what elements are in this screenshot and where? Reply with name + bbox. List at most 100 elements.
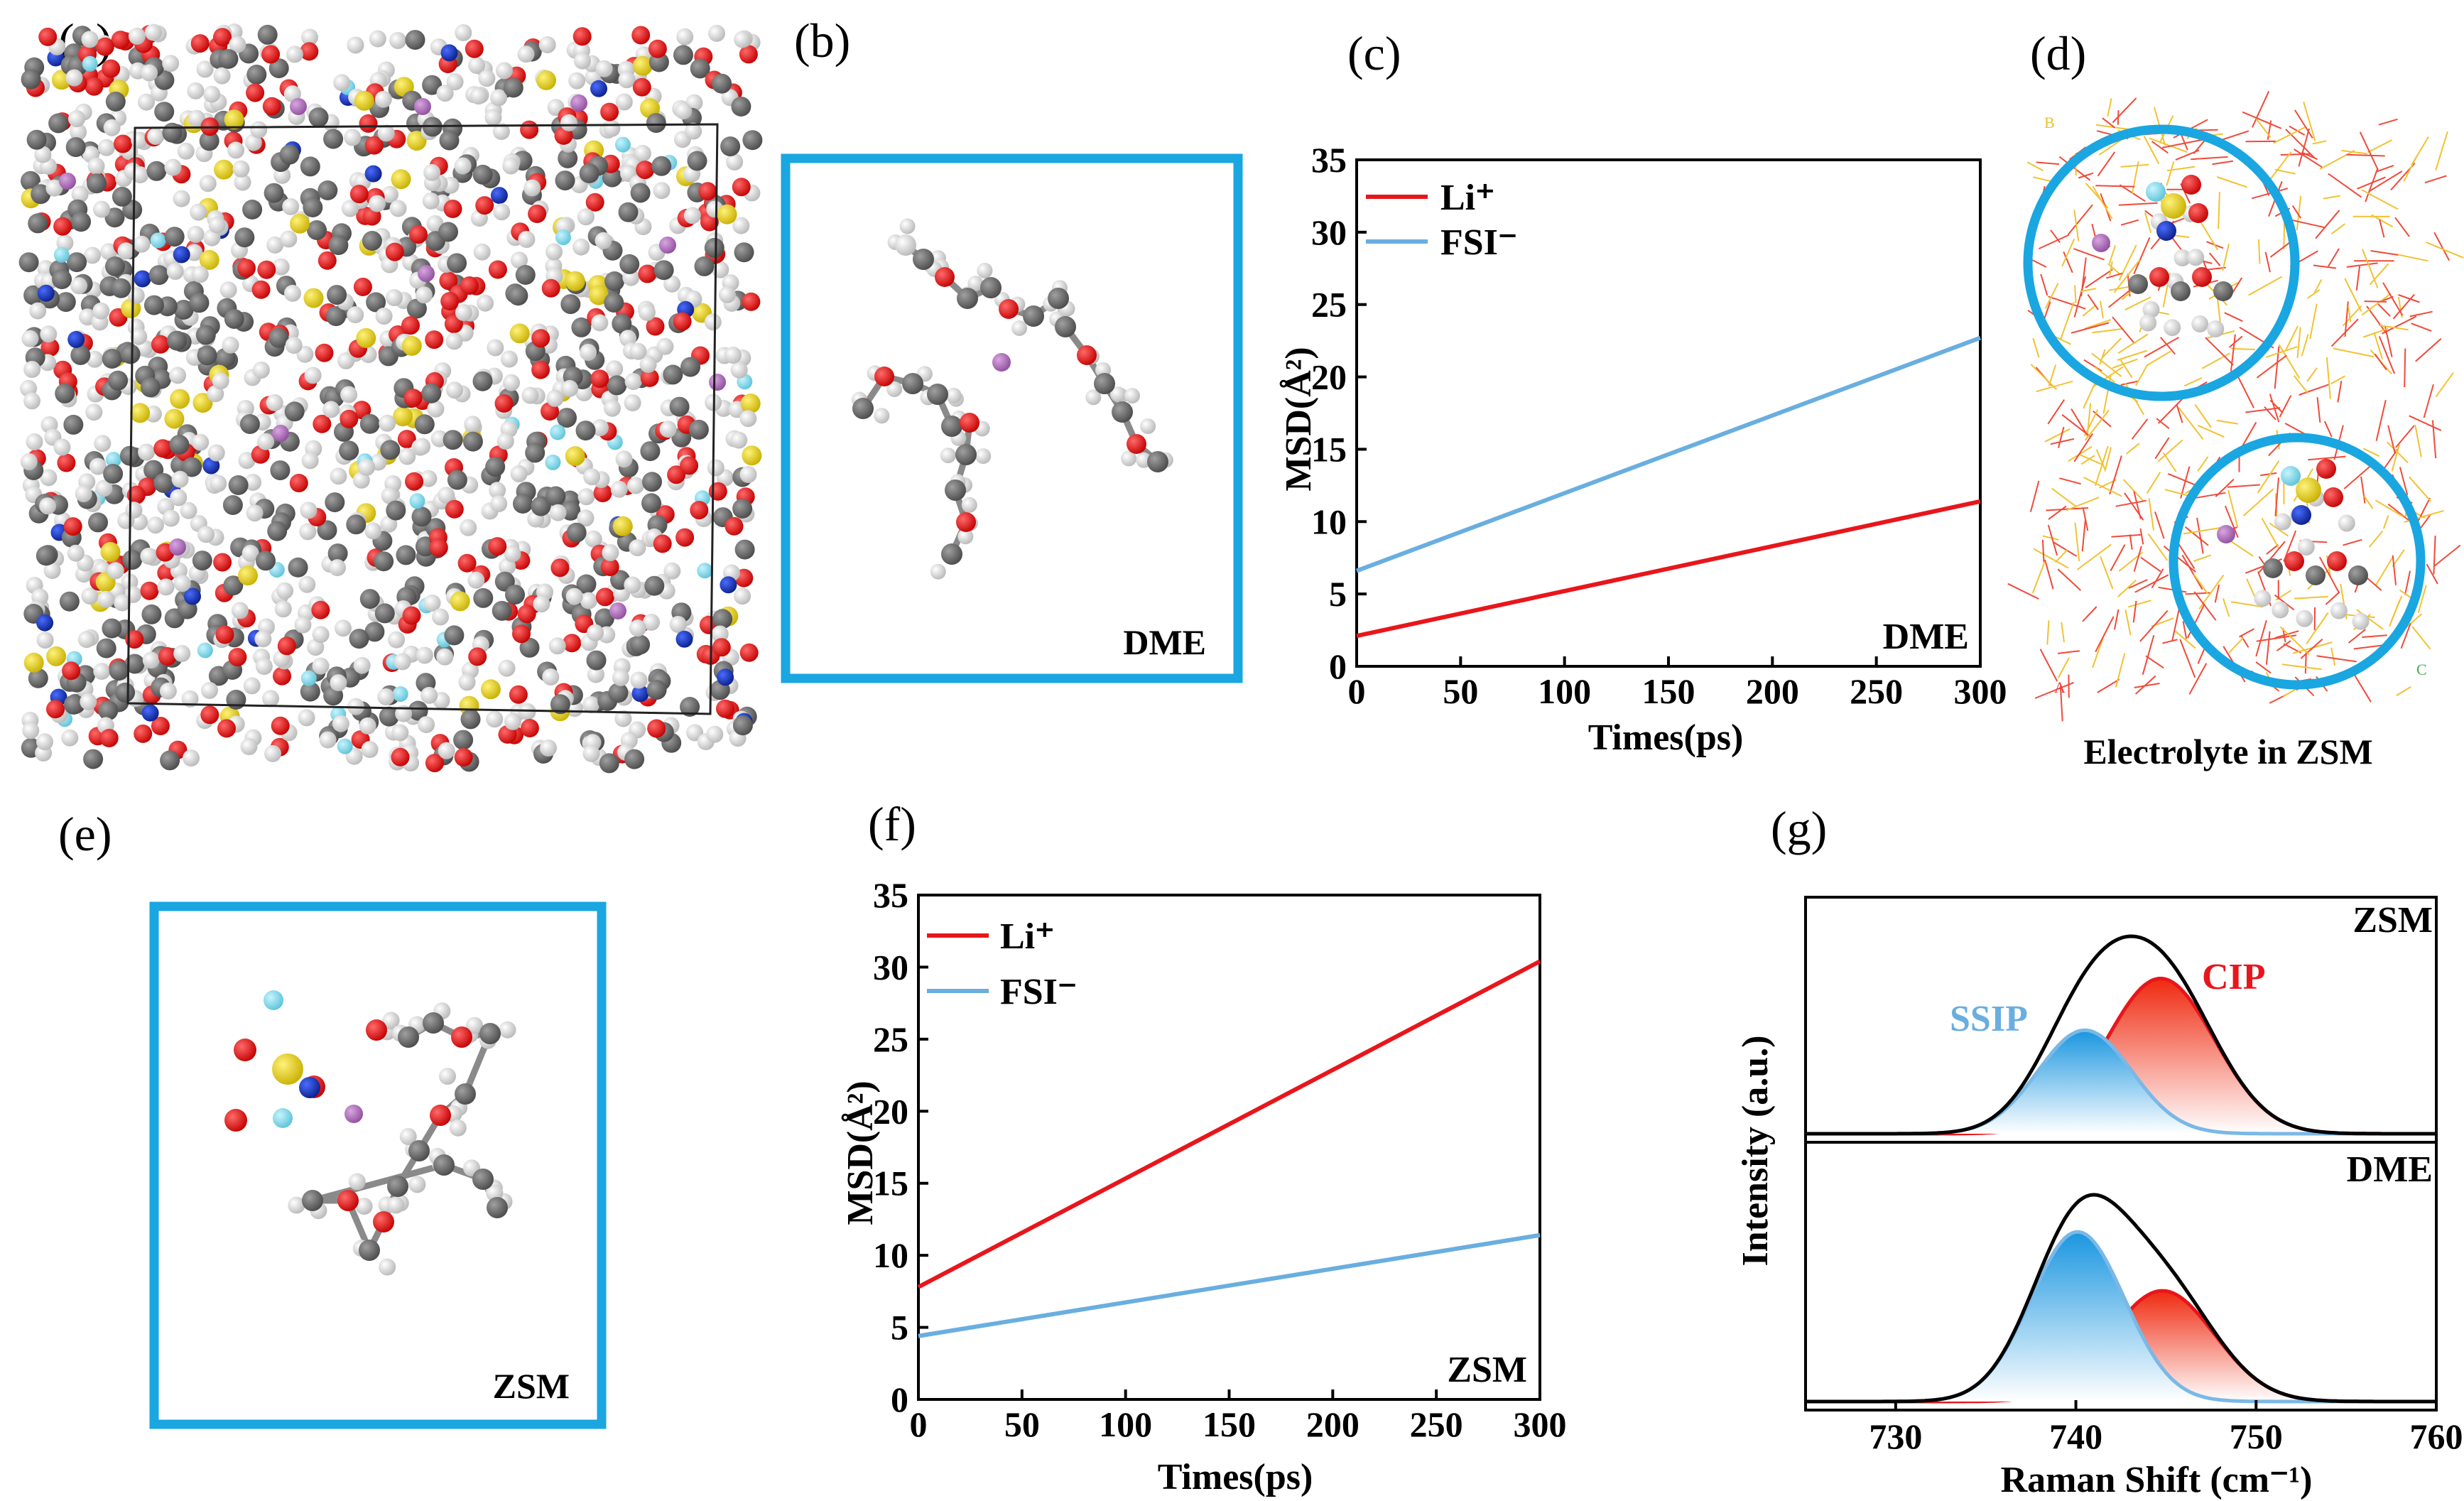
atom bbox=[282, 197, 300, 215]
raman-bottom-envelope-curve bbox=[1806, 1193, 2436, 1404]
framework-bond bbox=[2199, 220, 2219, 251]
framework-bond bbox=[2216, 419, 2238, 425]
framework-bond bbox=[2193, 573, 2208, 595]
atom bbox=[38, 27, 58, 46]
atom bbox=[352, 471, 370, 489]
framework-bond bbox=[2341, 149, 2368, 155]
atom bbox=[63, 694, 84, 715]
framework-bond bbox=[2118, 244, 2137, 281]
framework-bond bbox=[2084, 409, 2099, 437]
atom bbox=[694, 256, 715, 276]
atom bbox=[646, 317, 665, 336]
x-tick-label: 750 bbox=[2230, 1416, 2283, 1456]
framework-bond bbox=[2312, 140, 2327, 145]
atom bbox=[673, 45, 693, 65]
atom bbox=[626, 477, 644, 494]
fluorine-atom bbox=[264, 990, 283, 1010]
atom bbox=[550, 694, 570, 715]
atom bbox=[472, 371, 493, 391]
atom bbox=[624, 373, 642, 391]
framework-bond bbox=[2214, 584, 2220, 603]
framework-bond bbox=[2157, 398, 2184, 424]
atom bbox=[304, 367, 322, 384]
atom bbox=[465, 39, 484, 58]
x-tick-label: 0 bbox=[1348, 671, 1366, 711]
atom bbox=[732, 217, 750, 234]
panel-label-f: (f) bbox=[868, 797, 916, 851]
lattice-corner-label-b: B bbox=[2044, 114, 2055, 131]
atom bbox=[169, 367, 187, 384]
atom bbox=[23, 392, 40, 410]
lithium-ion bbox=[2092, 234, 2110, 252]
atom bbox=[595, 587, 614, 607]
atom bbox=[680, 456, 699, 475]
carbon-atom bbox=[945, 479, 966, 501]
atom bbox=[299, 523, 317, 541]
y-tick-label: 15 bbox=[1311, 429, 1347, 469]
atom bbox=[2263, 558, 2283, 578]
atom bbox=[325, 492, 345, 513]
atom bbox=[550, 424, 566, 440]
atom bbox=[359, 589, 380, 609]
framework-bond bbox=[2344, 301, 2349, 337]
framework-bond bbox=[2346, 262, 2378, 268]
atom bbox=[95, 479, 113, 497]
atom bbox=[261, 45, 281, 64]
framework-bond bbox=[2433, 535, 2436, 575]
framework-bond bbox=[2061, 413, 2090, 437]
oxygen-atom bbox=[337, 1190, 359, 1211]
atom bbox=[397, 430, 416, 449]
atom bbox=[486, 710, 504, 728]
atom bbox=[646, 680, 667, 700]
atom bbox=[659, 421, 677, 438]
atom bbox=[257, 260, 276, 279]
atom bbox=[131, 166, 149, 184]
framework-bond bbox=[2318, 556, 2340, 594]
oxygen-atom bbox=[935, 267, 955, 287]
raman-top-envelope-curve bbox=[1806, 934, 2436, 1136]
framework-bond bbox=[2435, 131, 2448, 170]
carbon-atom bbox=[302, 1190, 323, 1211]
framework-bond bbox=[2394, 217, 2410, 237]
atom bbox=[508, 286, 528, 306]
atom bbox=[499, 558, 516, 575]
atom bbox=[352, 401, 371, 420]
atom bbox=[273, 666, 291, 686]
framework-bond bbox=[2323, 421, 2333, 438]
carbon-atom bbox=[1023, 305, 1044, 327]
atom bbox=[708, 24, 725, 42]
atom bbox=[210, 475, 227, 492]
atom bbox=[618, 202, 639, 222]
lithium-ion bbox=[418, 265, 435, 282]
atom bbox=[202, 457, 220, 475]
atom bbox=[303, 197, 323, 217]
atom bbox=[138, 443, 156, 461]
atom bbox=[100, 243, 118, 261]
framework-bond bbox=[2047, 399, 2066, 425]
framework-bond bbox=[2057, 568, 2081, 591]
raman-bottom-label: DME bbox=[2347, 1149, 2433, 1190]
hydrogen-atom bbox=[977, 262, 993, 278]
framework-bond bbox=[2414, 424, 2422, 457]
atom bbox=[588, 285, 609, 305]
atom bbox=[238, 565, 258, 586]
hydrogen-atom bbox=[499, 1021, 516, 1039]
atom bbox=[150, 232, 166, 249]
framework-bond bbox=[2178, 407, 2204, 440]
framework-bond bbox=[2366, 305, 2387, 334]
framework-bond bbox=[2265, 346, 2298, 358]
atom bbox=[125, 502, 143, 519]
atom bbox=[560, 114, 577, 131]
framework-bond bbox=[2378, 324, 2409, 331]
atom bbox=[188, 109, 205, 127]
atom bbox=[590, 80, 607, 97]
atom bbox=[213, 553, 232, 572]
atom bbox=[234, 173, 251, 191]
atom bbox=[673, 312, 692, 331]
framework-bond bbox=[2194, 403, 2212, 428]
atom bbox=[162, 509, 180, 527]
atom bbox=[704, 237, 724, 258]
atom bbox=[439, 130, 460, 151]
atom bbox=[618, 71, 636, 89]
atom bbox=[252, 362, 270, 379]
